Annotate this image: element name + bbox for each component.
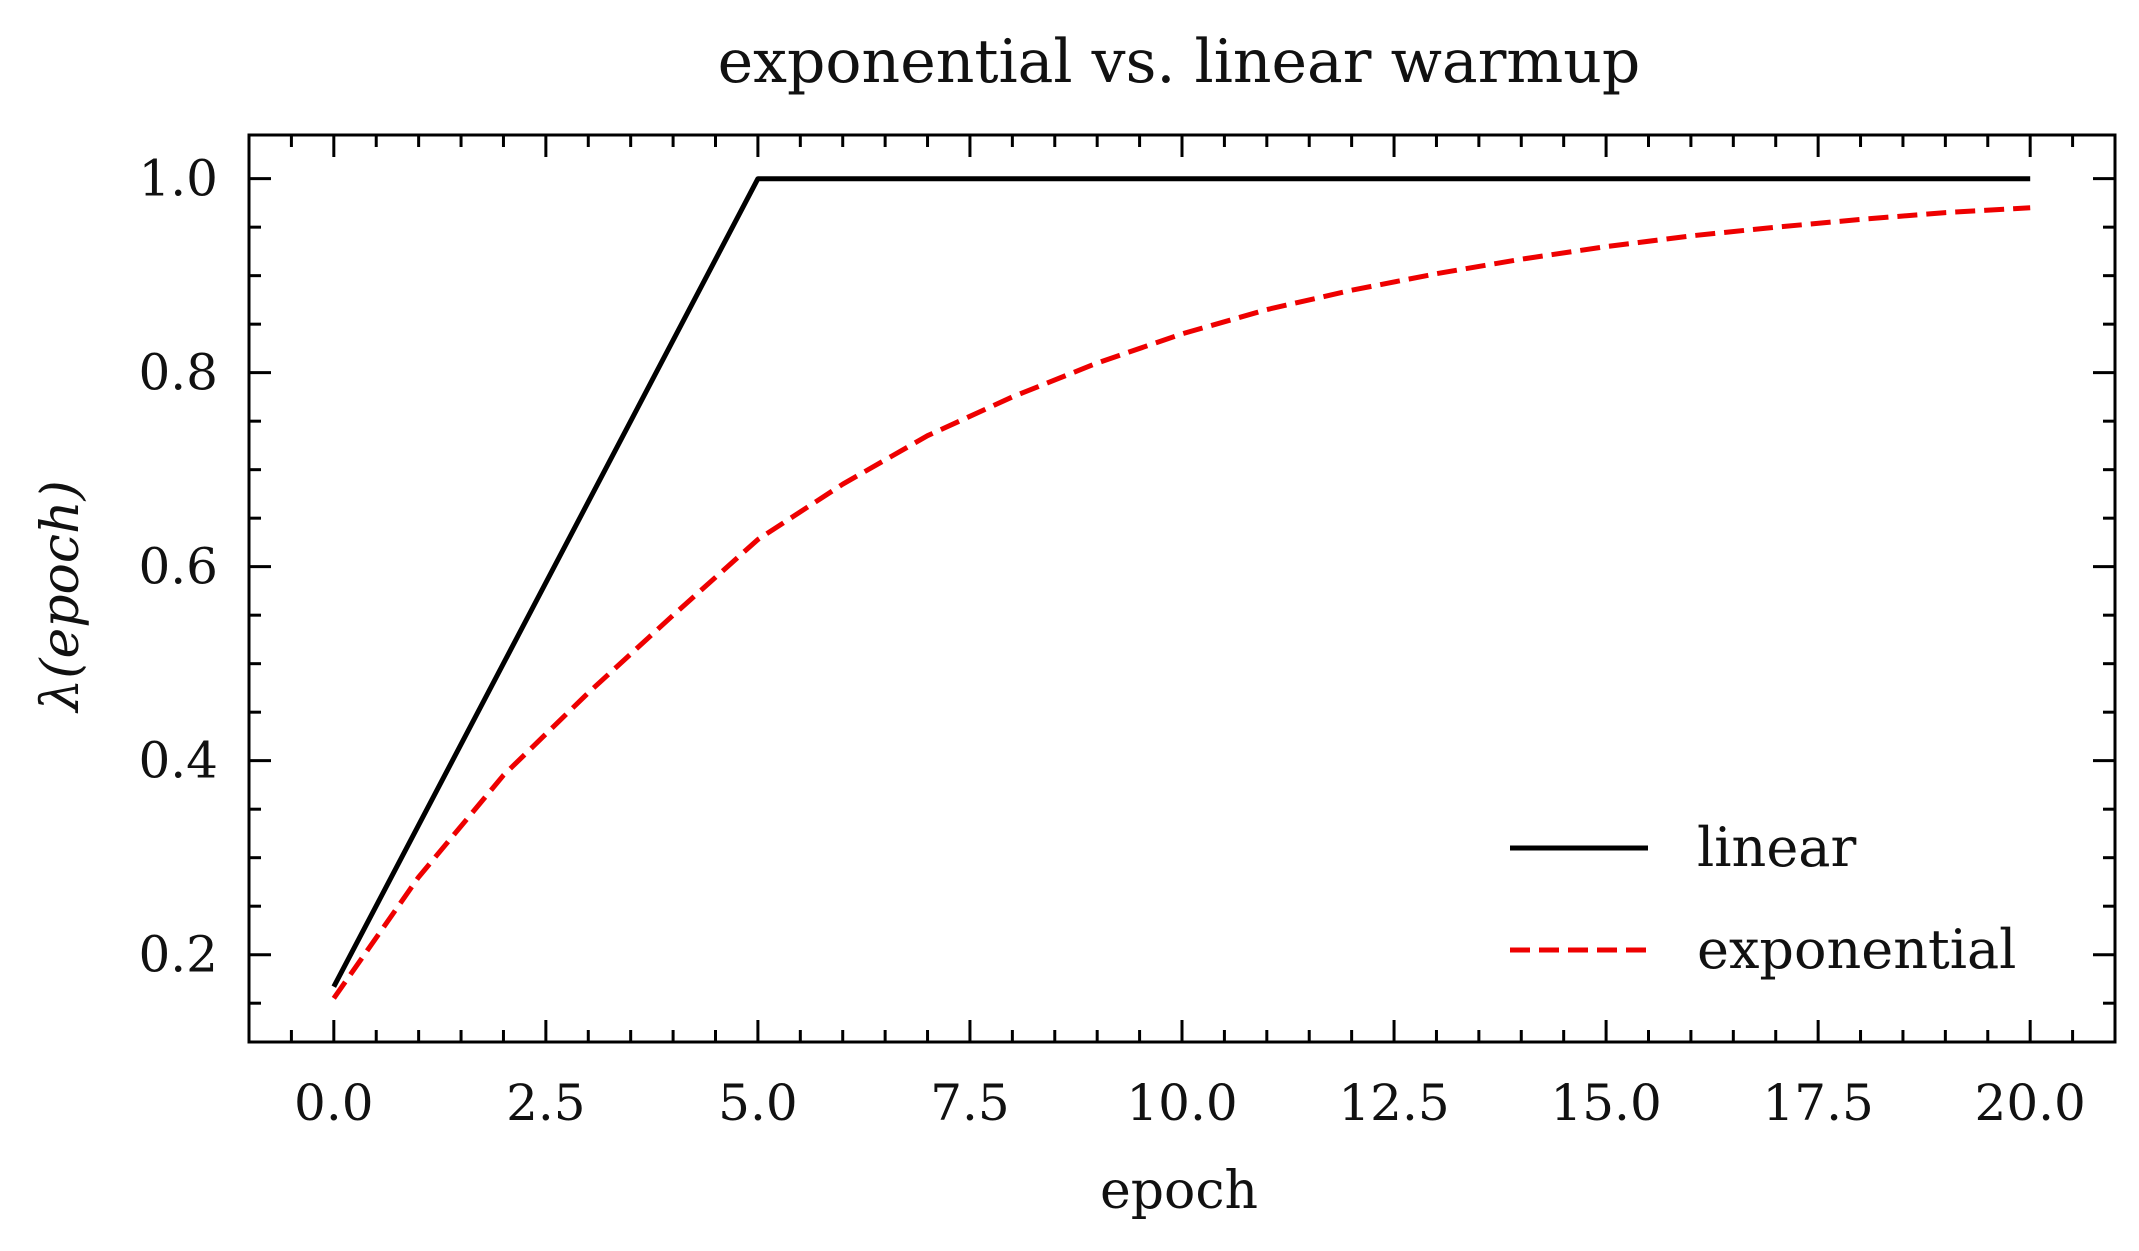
y-tick-label: 0.8	[138, 344, 218, 402]
legend-label-exponential: exponential	[1697, 918, 2016, 981]
plot-area: 0.0 2.5 5.0 7.5 10.0 12.5 15.0 17.5 20.0 0.2 0.4 0.…	[138, 133, 2117, 1132]
y-tick-label: 0.6	[138, 538, 218, 596]
x-tick-label: 15.0	[1550, 1074, 1661, 1132]
y-axis-label: λ(epoch)	[31, 480, 91, 714]
x-tick-label: 12.5	[1338, 1074, 1449, 1132]
y-tick-label: 0.4	[138, 732, 218, 790]
x-tick-label: 17.5	[1762, 1074, 1873, 1132]
x-tick-label: 2.5	[506, 1074, 586, 1132]
legend: linear exponential	[1510, 816, 2016, 981]
y-tick-label: 1.0	[138, 150, 218, 208]
x-axis-label: epoch	[1100, 1161, 1258, 1221]
series-line-linear	[331, 176, 2031, 988]
x-tick-label: 10.0	[1126, 1074, 1237, 1132]
x-tick-label: 0.0	[294, 1074, 374, 1132]
x-tick-label: 5.0	[718, 1074, 798, 1132]
y-tick-label: 0.2	[138, 926, 218, 984]
x-tick-label: 20.0	[1975, 1074, 2086, 1132]
series-line-exponential	[331, 205, 2031, 1000]
x-tick-label: 7.5	[930, 1074, 1010, 1132]
legend-label-linear: linear	[1697, 816, 1856, 879]
chart-title: exponential vs. linear warmup	[718, 27, 1641, 97]
